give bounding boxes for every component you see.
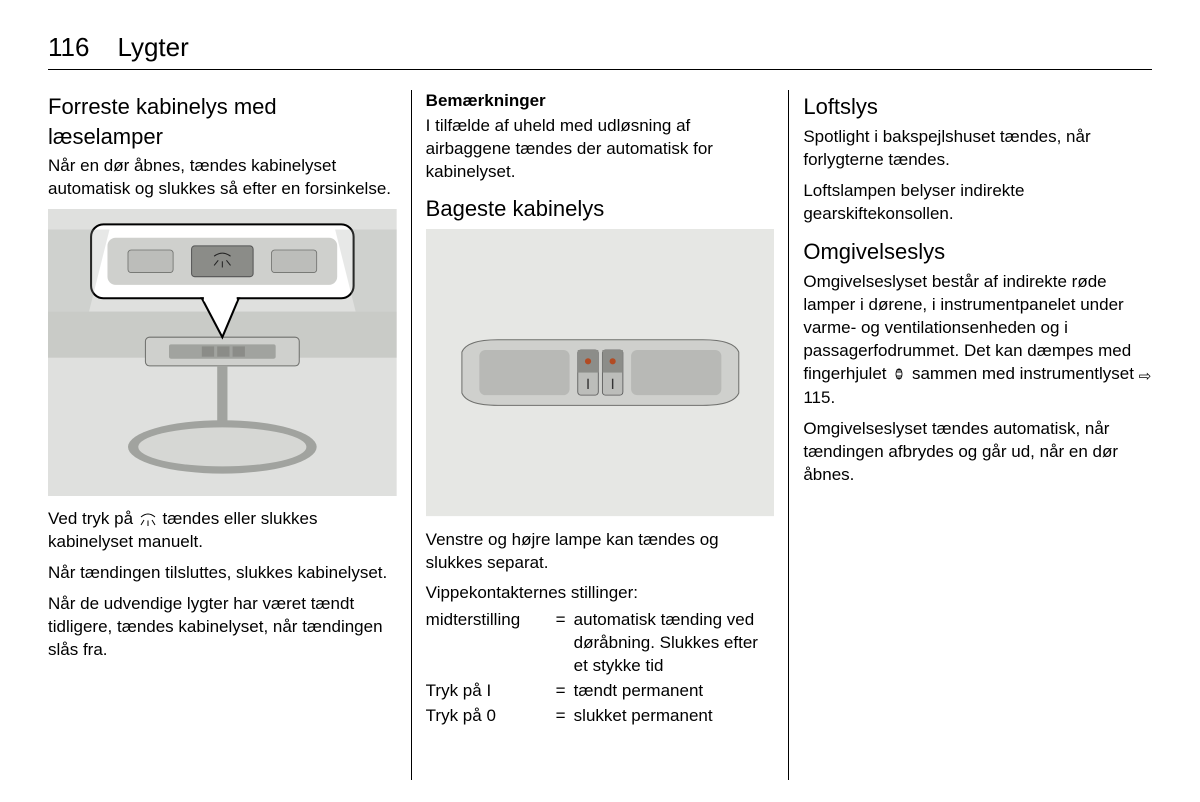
col3-p3ref: 115. [803,388,835,407]
def-row: Tryk på I = tændt permanent [426,680,775,703]
def-desc: tændt permanent [574,680,775,703]
column-3: Loftslys Spotlight i bakspejlshuset tænd… [788,90,1152,780]
def-term: Tryk på 0 [426,705,556,728]
rear-cabin-light-svg [426,229,775,516]
content-columns: Forreste kabinelys med læselamper Når en… [48,90,1152,780]
def-desc: automatisk tænding ved døråbning. Slukke… [574,609,775,678]
col3-p3b: sammen med instrumentlyset [907,364,1138,383]
column-2: Bemærkninger I tilfælde af uheld med udl… [411,90,789,780]
col1-p2: Ved tryk på tændes eller slukkes kabinel… [48,508,397,554]
reference-arrow-icon: ⇨ [1139,367,1152,387]
col2-p1: Venstre og højre lampe kan tændes og slu… [426,529,775,575]
thumbwheel-icon [891,367,907,381]
col3-h2: Omgivelseslys [803,237,1152,267]
col2-heading: Bageste kabinelys [426,194,775,224]
front-cabin-light-figure [48,209,397,496]
col3-p3: Omgivelseslyset består af indirekte røde… [803,271,1152,410]
col1-p2a: Ved tryk på [48,509,138,528]
dome-light-icon [138,512,158,526]
def-term: Tryk på I [426,680,556,703]
note-body: I tilfælde af uheld med udløsning af air… [426,115,775,184]
def-row: Tryk på 0 = slukket permanent [426,705,775,728]
note-title: Bemærkninger [426,90,775,113]
def-equals: = [556,609,574,632]
def-row: midterstilling = automatisk tænding ved … [426,609,775,678]
def-desc: slukket permanent [574,705,775,728]
column-1: Forreste kabinelys med læselamper Når en… [48,90,411,780]
page-title: Lygter [117,32,188,63]
front-cabin-light-svg [48,209,397,496]
col3-p4: Omgivelseslyset tændes automatisk, når t… [803,418,1152,487]
page-header: 116 Lygter [48,32,1152,70]
def-equals: = [556,680,574,703]
col1-heading: Forreste kabinelys med læselamper [48,92,397,151]
col2-p2: Vippekontakternes stillinger: [426,582,775,605]
col1-p4: Når de udvendige lygter har været tændt … [48,593,397,662]
col3-p2: Loftslampen belyser indirekte gearskifte… [803,180,1152,226]
col1-p3: Når tændingen tilsluttes, slukkes kabine… [48,562,397,585]
col3-h1: Loftslys [803,92,1152,122]
page-number: 116 [48,32,89,63]
col3-p1: Spotlight i bakspejlshuset tændes, når f… [803,126,1152,172]
def-equals: = [556,705,574,728]
def-term: midterstilling [426,609,556,632]
col1-intro: Når en dør åbnes, tændes kabinelyset aut… [48,155,397,201]
rear-cabin-light-figure [426,229,775,516]
switch-positions-list: midterstilling = automatisk tænding ved … [426,609,775,728]
